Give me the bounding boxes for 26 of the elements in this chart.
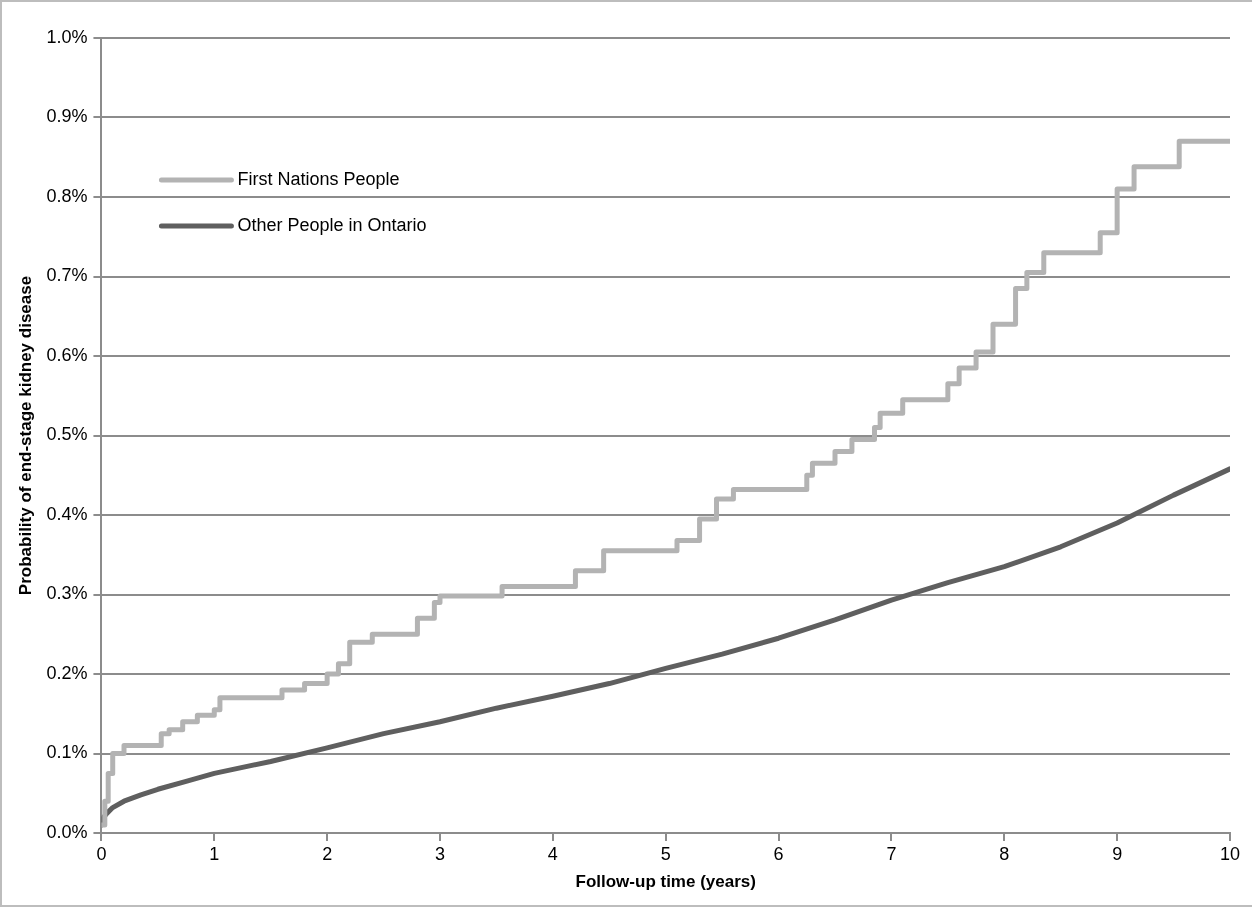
x-axis-title: Follow-up time (years) <box>575 872 756 892</box>
y-axis-title: Probability of end-stage kidney disease <box>15 275 35 596</box>
y-tick-label: 0.4% <box>46 503 88 524</box>
x-tick-label: 3 <box>434 843 446 864</box>
y-tick-label: 0.3% <box>46 583 88 604</box>
x-tick-label: 9 <box>1112 843 1123 864</box>
x-tick-label: 2 <box>322 843 333 864</box>
x-tick-label: 6 <box>773 843 784 864</box>
x-tick-label: 5 <box>660 843 671 864</box>
legend-label: Other People in Ontario <box>237 214 427 235</box>
y-tick-label: 0.9% <box>46 106 88 127</box>
y-tick-label: 0.1% <box>46 742 88 763</box>
y-tick-label: 0.0% <box>46 821 88 842</box>
legend-label: First Nations People <box>237 168 400 189</box>
y-tick-label: 0.6% <box>46 344 88 365</box>
x-tick-label: 10 <box>1219 843 1241 864</box>
y-tick-label: 1.0% <box>46 26 88 47</box>
y-tick-label: 0.8% <box>46 185 88 206</box>
x-tick-label: 8 <box>999 843 1010 864</box>
x-tick-label: 7 <box>886 843 897 864</box>
y-tick-label: 0.5% <box>46 424 88 445</box>
x-tick-label: 0 <box>96 843 107 864</box>
x-tick-label: 4 <box>547 843 558 864</box>
y-tick-label: 0.2% <box>46 662 88 683</box>
x-tick-label: 1 <box>209 843 220 864</box>
y-tick-label: 0.7% <box>46 265 88 286</box>
